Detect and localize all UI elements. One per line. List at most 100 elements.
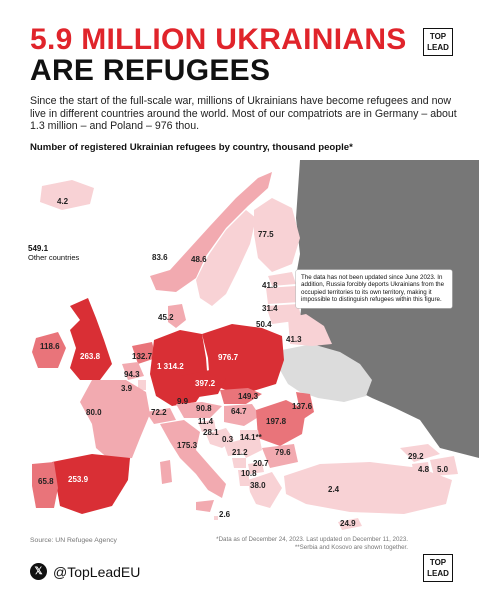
region-montenegro bbox=[232, 458, 246, 468]
region-croatia bbox=[206, 428, 234, 448]
region-latvia bbox=[266, 286, 300, 304]
label-romania: 197.8 bbox=[266, 417, 287, 426]
region-sardinia bbox=[160, 460, 172, 484]
region-austria bbox=[176, 402, 222, 418]
region-poland bbox=[202, 324, 284, 392]
label-slovenia: 11.4 bbox=[198, 417, 214, 426]
x-icon: 𝕏 bbox=[30, 563, 47, 580]
logo-text-bottom: LEAD bbox=[427, 43, 449, 52]
label-croatia: 28.1 bbox=[203, 428, 219, 437]
label-slovakia: 149.3 bbox=[238, 392, 259, 401]
region-cyprus bbox=[338, 518, 362, 530]
label-czechia: 397.2 bbox=[195, 379, 216, 388]
region-romania bbox=[256, 400, 306, 446]
label-hungary: 64.7 bbox=[231, 407, 247, 416]
label-belgium: 94.3 bbox=[124, 370, 140, 379]
russia-note: The data has not been updated since June… bbox=[296, 270, 452, 308]
label-iceland: 4.2 bbox=[57, 197, 69, 206]
region-georgia bbox=[400, 444, 440, 462]
label-ireland: 118.6 bbox=[40, 342, 60, 351]
label-cyprus: 24.9 bbox=[340, 519, 356, 528]
region-iceland bbox=[40, 180, 94, 210]
map-shapes bbox=[32, 160, 479, 530]
label-georgia: 29.2 bbox=[408, 452, 424, 461]
region-estonia bbox=[268, 272, 296, 286]
region-italy bbox=[160, 420, 226, 498]
label-lithuania: 50.4 bbox=[256, 320, 272, 329]
region-sicily bbox=[196, 500, 214, 512]
region-finland bbox=[254, 198, 300, 272]
label-greece: 38.0 bbox=[250, 481, 266, 490]
label-serbia-kosovo: 14.1** bbox=[240, 433, 262, 442]
footnote: *Data as of December 24, 2023. Last upda… bbox=[188, 536, 408, 551]
region-bosnia bbox=[224, 440, 242, 456]
region-albania bbox=[238, 470, 250, 486]
label-spain: 253.9 bbox=[68, 475, 89, 484]
region-bulgaria bbox=[262, 444, 298, 468]
label-north-macedonia: 20.7 bbox=[253, 459, 269, 468]
region-azerbaijan bbox=[430, 456, 458, 476]
label-albania: 10.8 bbox=[241, 469, 257, 478]
label-malta: 2.6 bbox=[219, 510, 231, 519]
logo-text-top-footer: TOP bbox=[429, 558, 447, 567]
source-credit: Source: UN Refugee Agency bbox=[30, 537, 117, 544]
region-slovakia bbox=[220, 388, 262, 404]
label-estonia: 41.8 bbox=[262, 281, 278, 290]
map-subtitle: Number of registered Ukrainian refugees … bbox=[30, 142, 353, 153]
label-italy: 175.3 bbox=[177, 441, 198, 450]
label-switzerland: 72.2 bbox=[151, 408, 167, 417]
social-handle[interactable]: 𝕏 @TopLeadEU bbox=[30, 563, 140, 580]
region-slovenia bbox=[198, 420, 216, 432]
region-north-macedonia bbox=[248, 462, 264, 474]
toplead-logo: TOP LEAD bbox=[423, 28, 453, 56]
region-belgium bbox=[122, 362, 144, 380]
label-bosnia: 0.3 bbox=[222, 435, 234, 444]
region-norway bbox=[150, 172, 272, 292]
label-netherlands: 132.7 bbox=[132, 352, 153, 361]
title-line-2: ARE REFUGEES bbox=[30, 54, 271, 87]
toplead-logo-footer: TOP LEAD bbox=[423, 554, 453, 582]
label-poland: 976.7 bbox=[218, 353, 239, 362]
region-russia bbox=[296, 160, 479, 458]
page-title: 5.9 MILLION UKRAINIANS ARE REFUGEES bbox=[30, 24, 407, 86]
other-countries-callout: 549.1 Other countries bbox=[28, 244, 79, 262]
label-portugal: 65.8 bbox=[38, 477, 54, 486]
label-france: 80.0 bbox=[86, 408, 102, 417]
footnote-line-1: *Data as of December 24, 2023. Last upda… bbox=[216, 536, 408, 543]
region-netherlands bbox=[132, 342, 156, 364]
region-armenia bbox=[412, 462, 430, 476]
region-malta bbox=[214, 516, 218, 520]
region-portugal bbox=[32, 462, 58, 508]
label-luxembourg: 3.9 bbox=[121, 384, 133, 393]
label-norway: 83.6 bbox=[152, 253, 168, 262]
region-denmark bbox=[168, 304, 186, 328]
label-moldova: 137.6 bbox=[292, 402, 313, 411]
region-united-kingdom bbox=[70, 298, 112, 380]
region-sweden bbox=[196, 210, 256, 306]
label-liechtenstein: 9.9 bbox=[177, 397, 189, 406]
label-austria: 90.8 bbox=[196, 404, 212, 413]
handle-text: @TopLeadEU bbox=[53, 563, 141, 580]
region-greece bbox=[248, 472, 282, 508]
region-ireland bbox=[32, 332, 66, 368]
label-latvia: 31.4 bbox=[262, 304, 278, 313]
description: Since the start of the full-scale war, m… bbox=[30, 95, 457, 132]
region-turkey bbox=[284, 462, 452, 514]
region-serbia bbox=[240, 430, 262, 458]
region-moldova bbox=[296, 392, 314, 420]
region-switzerland bbox=[146, 408, 176, 424]
region-hungary bbox=[224, 404, 260, 426]
label-finland: 77.5 bbox=[258, 230, 274, 239]
label-germany: 1 314.2 bbox=[157, 362, 184, 371]
label-united-kingdom: 263.8 bbox=[80, 352, 101, 361]
logo-text-bottom-footer: LEAD bbox=[427, 569, 449, 578]
region-belarus bbox=[288, 314, 332, 346]
region-luxembourg bbox=[138, 380, 146, 390]
title-line-1: 5.9 MILLION UKRAINIANS bbox=[30, 23, 407, 56]
label-sweden: 48.6 bbox=[191, 255, 207, 264]
other-countries-label: Other countries bbox=[28, 253, 80, 262]
label-belarus: 41.3 bbox=[286, 335, 302, 344]
region-czechia bbox=[180, 370, 226, 398]
europe-map bbox=[0, 158, 479, 550]
region-ukraine bbox=[280, 344, 372, 402]
